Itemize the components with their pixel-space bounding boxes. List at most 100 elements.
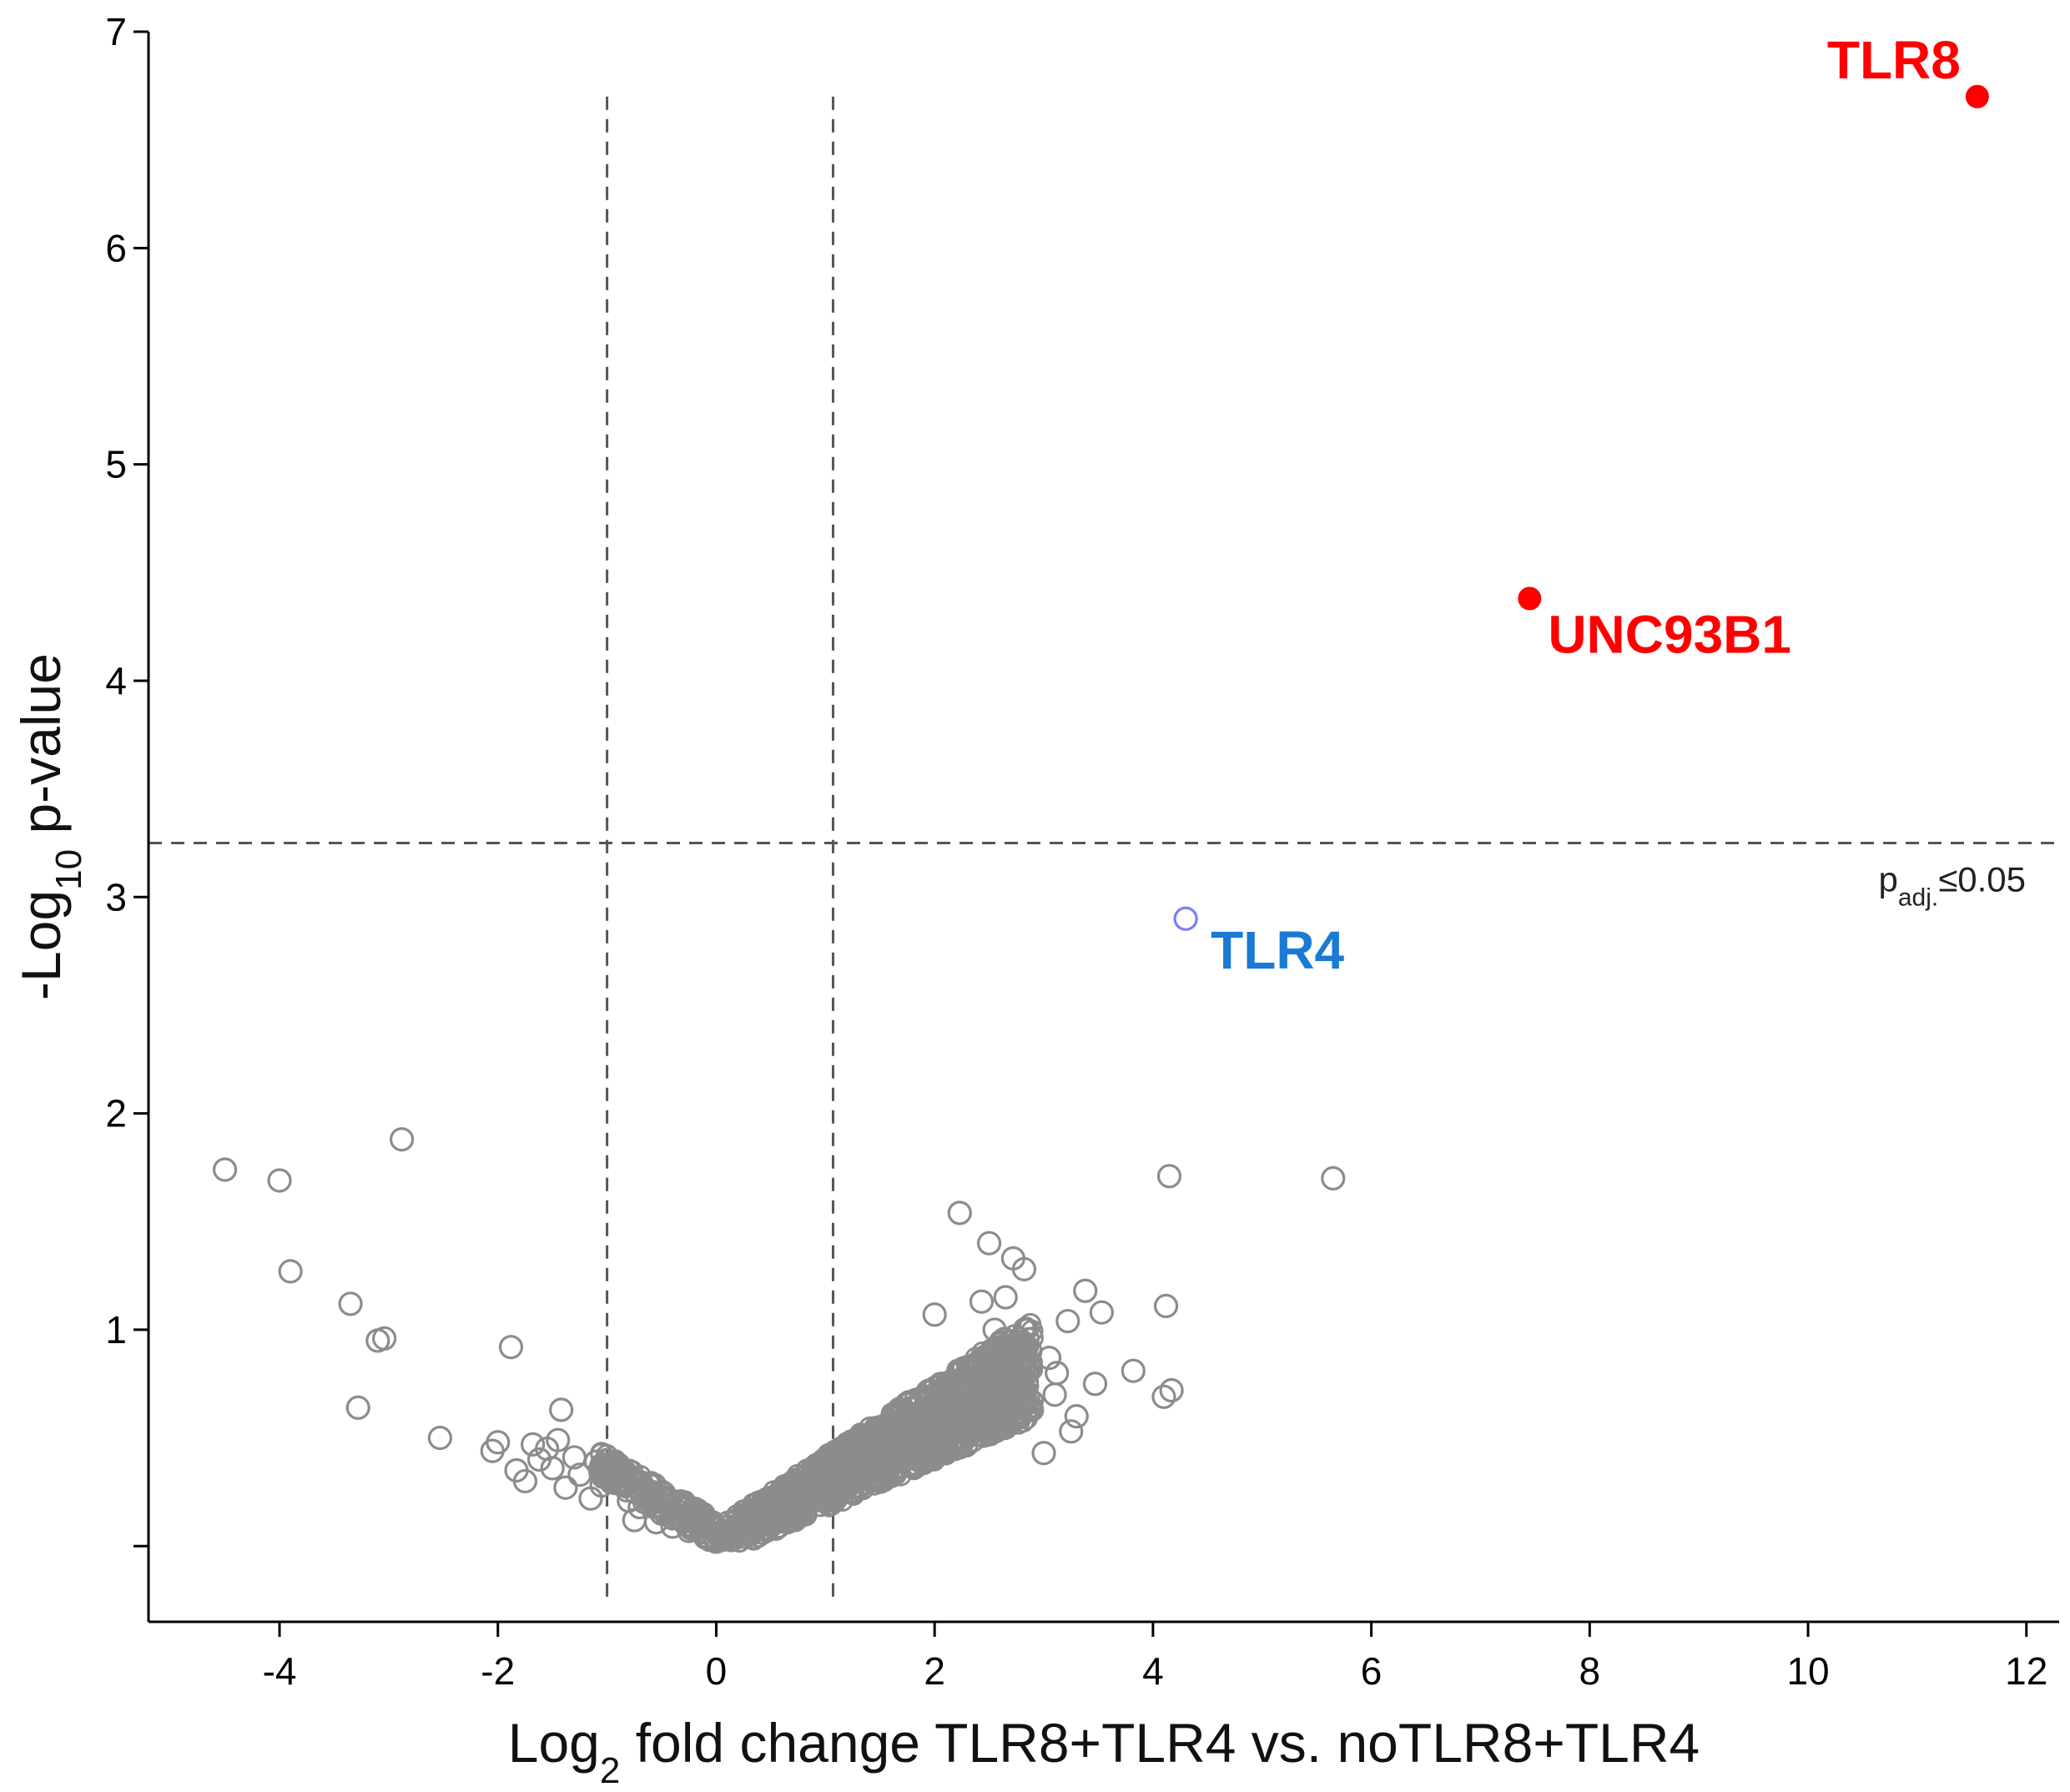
data-point-53 [947, 1201, 972, 1226]
data-point-52 [1031, 1441, 1056, 1466]
data-point-57 [993, 1285, 1018, 1310]
cloud-point [790, 1469, 813, 1492]
data-point-4 [338, 1291, 363, 1316]
cloud-point [759, 1487, 783, 1511]
cloud-point [734, 1523, 758, 1546]
data-point-43 [1153, 1293, 1179, 1318]
cloud-point [899, 1456, 922, 1479]
data-point-30 [622, 1508, 647, 1533]
cloud-point [820, 1461, 844, 1483]
x-tick-label-12: 12 [2005, 1649, 2047, 1693]
background-points [213, 1127, 1346, 1554]
data-point-51 [1059, 1419, 1084, 1444]
cloud-point [850, 1467, 874, 1490]
cloud-point [975, 1372, 999, 1396]
data-point-3 [278, 1259, 303, 1284]
data-point-46 [1121, 1358, 1146, 1383]
cloud-point [894, 1392, 918, 1415]
data-point-39 [693, 1525, 718, 1550]
x-tick-label-4: 4 [1142, 1649, 1164, 1693]
data-point-45 [1321, 1165, 1346, 1190]
cloud-point [770, 1511, 793, 1533]
x-tick-label-6: 6 [1361, 1649, 1383, 1693]
cloud-point [1021, 1399, 1045, 1422]
label-unc93b1: UNC93B1 [1548, 604, 1791, 664]
axis-titles: Log2 fold change TLR8+TLR4 vs. noTLR8+TL… [10, 653, 1700, 1790]
y-tick-label-2: 2 [105, 1092, 127, 1135]
data-point-59 [922, 1302, 947, 1327]
data-point-19 [546, 1427, 571, 1452]
cloud-point [886, 1443, 909, 1467]
cloud-point [948, 1437, 971, 1460]
point-unc93b1 [1518, 586, 1542, 611]
data-point-61 [1036, 1346, 1062, 1371]
cloud-point [812, 1461, 835, 1484]
data-point-14 [512, 1468, 538, 1494]
data-point-18 [540, 1456, 565, 1481]
data-point-47 [1073, 1278, 1098, 1303]
data-point-25 [583, 1449, 609, 1474]
cloud-point [1010, 1406, 1032, 1429]
data-point-49 [1055, 1308, 1080, 1334]
data-point-56 [1011, 1256, 1037, 1281]
x-axis-title: Log2 fold change TLR8+TLR4 vs. noTLR8+TL… [508, 1712, 1700, 1791]
data-point-15 [521, 1432, 546, 1457]
y-axis-title: -Log10 p-value [10, 653, 89, 1000]
x-tick-label-0: 0 [706, 1649, 728, 1693]
data-point-21 [553, 1475, 578, 1500]
y-tick-label-3: 3 [105, 875, 127, 919]
data-point-26 [589, 1473, 614, 1498]
data-point-2 [267, 1168, 292, 1193]
data-point-58 [969, 1289, 995, 1314]
cloud-point [847, 1437, 870, 1461]
background-point-cloud [587, 1312, 1045, 1553]
y-tick-label-7: 7 [105, 10, 127, 53]
cloud-point [821, 1479, 844, 1503]
cloud-point [1007, 1367, 1030, 1391]
cloud-point [940, 1412, 964, 1435]
cloud-point [909, 1412, 933, 1435]
cloud-point [899, 1442, 922, 1465]
point-tlr8 [1965, 84, 1989, 108]
x-tick-label--4: -4 [263, 1649, 297, 1693]
data-point-44 [1156, 1164, 1182, 1189]
y-tick-label-1: 1 [105, 1308, 127, 1352]
cloud-point [874, 1458, 898, 1482]
data-point-64 [1042, 1382, 1067, 1407]
cloud-point [974, 1359, 997, 1382]
cloud-point [711, 1526, 734, 1549]
data-point-9 [427, 1425, 452, 1451]
cloud-point [762, 1513, 785, 1536]
cloud-point [934, 1442, 958, 1466]
data-point-7 [372, 1326, 397, 1351]
data-point-41 [1151, 1384, 1176, 1409]
y-tick-label-5: 5 [105, 443, 127, 486]
cloud-point [605, 1472, 628, 1496]
cloud-point [981, 1402, 1004, 1425]
cloud-point [949, 1392, 973, 1415]
cloud-point [1011, 1330, 1035, 1352]
data-point-20 [549, 1397, 574, 1422]
highlighted-genes: TLR8 UNC93B1 TLR4 [1173, 30, 1989, 980]
data-point-23 [567, 1462, 592, 1487]
cloud-point [996, 1366, 1020, 1389]
y-tick-label-6: 6 [105, 226, 127, 269]
data-point-28 [611, 1457, 636, 1483]
x-tick-label-2: 2 [924, 1649, 945, 1693]
data-point-32 [638, 1479, 663, 1505]
cloud-point [995, 1417, 1018, 1440]
data-point-42 [1159, 1377, 1184, 1403]
cloud-point [1019, 1337, 1042, 1361]
y-tick-label-4: 4 [105, 659, 127, 702]
data-point-5 [345, 1395, 370, 1420]
data-point-40 [703, 1529, 729, 1554]
cloud-point [977, 1348, 1000, 1372]
data-point-48 [1089, 1300, 1114, 1325]
data-point-8 [389, 1127, 415, 1152]
cloud-point [969, 1417, 992, 1440]
cloud-point [860, 1443, 884, 1467]
cloud-point [982, 1395, 1005, 1418]
data-point-38 [682, 1508, 707, 1533]
